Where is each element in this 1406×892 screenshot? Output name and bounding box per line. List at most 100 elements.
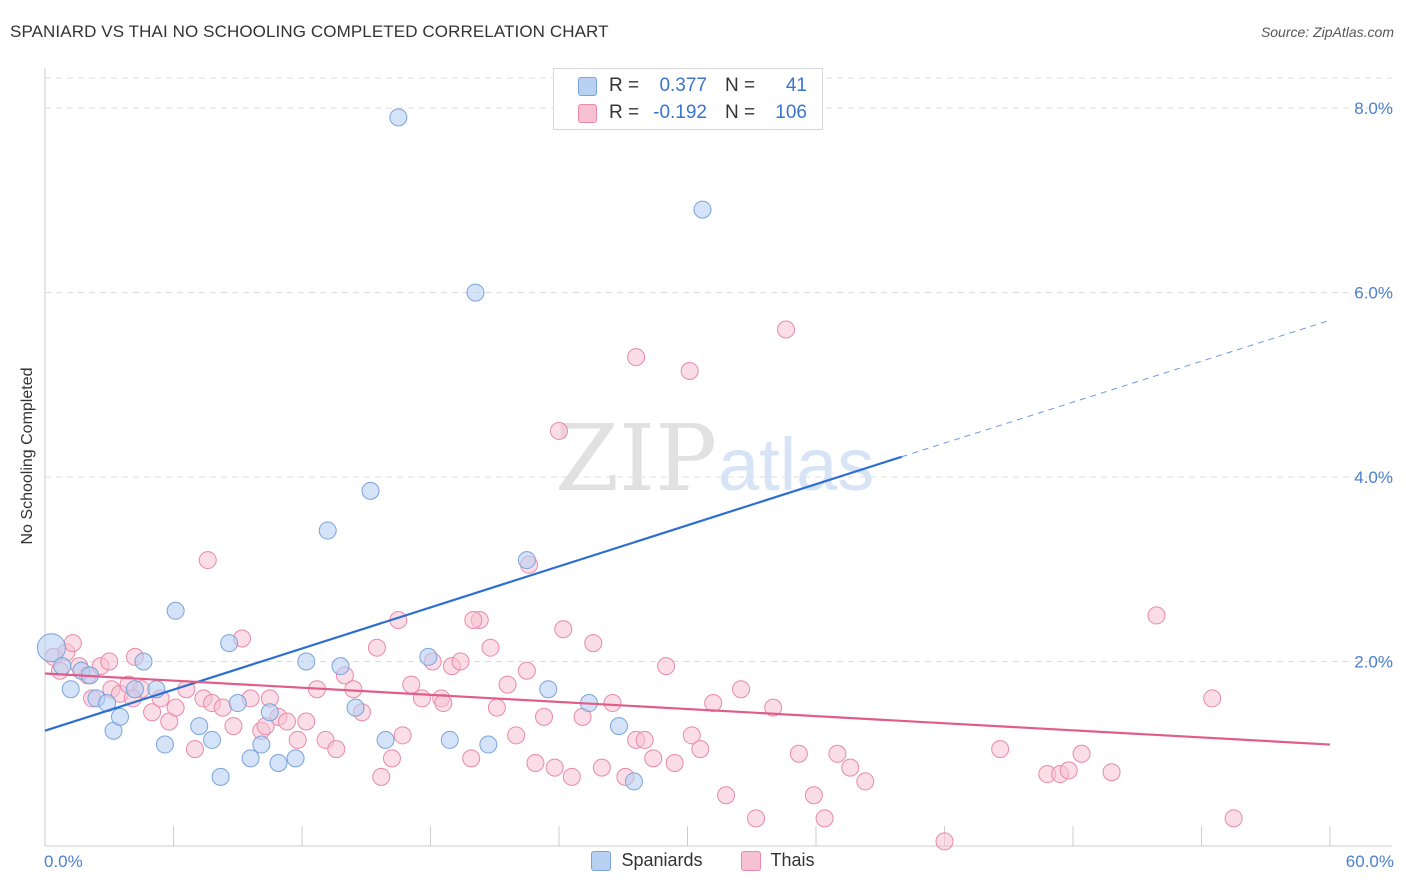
legend: Spaniards Thais <box>0 850 1406 871</box>
y-tick-labels: 2.0% 4.0% 6.0% 8.0% <box>1354 99 1393 671</box>
thais-point <box>498 675 517 694</box>
spaniards-point <box>110 707 129 726</box>
thais-point <box>691 740 710 759</box>
spaniards-point <box>624 772 643 791</box>
x-axis-max-label: 60.0% <box>1345 852 1394 871</box>
thais-point <box>166 698 185 717</box>
thais-point <box>185 740 204 759</box>
thais-point <box>635 730 654 749</box>
thais-point <box>554 620 573 639</box>
source-label: Source: ZipAtlas.com <box>1260 24 1394 40</box>
thais-point <box>815 809 834 828</box>
spaniards-point <box>479 735 498 754</box>
spaniards-point <box>346 698 365 717</box>
spaniards-point <box>609 717 628 736</box>
thais-point <box>550 421 568 440</box>
stats-row-spaniards: R = 0.377 N = 41 <box>578 73 807 99</box>
spaniards-point <box>252 735 271 754</box>
thais-point <box>487 698 506 717</box>
spaniards-point <box>228 694 247 713</box>
r-label: R = <box>609 75 640 96</box>
legend-label-spaniards: Spaniards <box>621 850 703 870</box>
thais-point <box>856 772 875 791</box>
spaniards-r-value: 0.377 <box>659 75 707 96</box>
thais-point <box>682 726 701 745</box>
watermark: ZIP atlas <box>555 405 874 512</box>
spaniards-point <box>260 703 279 722</box>
spaniards-trend-line <box>44 455 903 732</box>
spaniards-point <box>331 657 350 676</box>
spaniards-point <box>125 680 144 699</box>
thais-swatch <box>578 103 597 123</box>
y-tick-label: 6.0% <box>1354 284 1393 303</box>
legend-item-spaniards[interactable]: Spaniards <box>591 850 703 871</box>
thais-point <box>517 661 536 680</box>
spaniards-point <box>203 730 222 749</box>
spaniards-point <box>134 652 153 671</box>
thais-point <box>764 698 783 717</box>
stats-row-thais: R = -0.192 N = 106 <box>578 100 807 126</box>
thais-point <box>704 694 723 713</box>
thais-point <box>213 698 232 717</box>
legend-label-thais: Thais <box>770 850 815 870</box>
y-tick-label: 2.0% <box>1354 653 1393 672</box>
spaniards-point <box>166 601 185 620</box>
thais-legend-swatch <box>740 850 761 871</box>
thais-point <box>451 652 470 671</box>
thais-point <box>464 611 483 630</box>
thais-point <box>935 832 954 851</box>
spaniards-point <box>241 749 260 768</box>
thais-point <box>777 320 796 339</box>
thais-point <box>562 767 581 786</box>
legend-item-thais[interactable]: Thais <box>740 850 815 871</box>
thais-point <box>657 657 676 676</box>
spaniards-point <box>376 730 395 749</box>
spaniards-point <box>539 680 558 699</box>
thais-point <box>224 717 243 736</box>
spaniards-point <box>286 749 305 768</box>
thais-point <box>526 753 545 772</box>
thais-point <box>828 744 847 763</box>
thais-point <box>297 712 316 731</box>
watermark-atlas: atlas <box>718 423 874 506</box>
spaniards-point <box>517 551 536 570</box>
thais-point <box>991 740 1010 759</box>
thais-point <box>627 348 646 367</box>
thais-point <box>680 361 699 380</box>
thais-point <box>412 689 431 708</box>
watermark-zip: ZIP <box>555 405 717 512</box>
thais-point <box>1147 606 1166 625</box>
thais-point <box>393 726 412 745</box>
y-tick-label: 4.0% <box>1354 468 1393 487</box>
thais-point <box>535 707 554 726</box>
thais-point <box>665 753 684 772</box>
thais-point <box>367 638 386 657</box>
chart-title: SPANIARD VS THAI NO SCHOOLING COMPLETED … <box>10 22 609 41</box>
thais-point <box>1072 744 1091 763</box>
thais-point <box>462 749 481 768</box>
thais-point <box>288 730 307 749</box>
x-axis-min-label: 0.0% <box>44 852 83 871</box>
thais-n-value: 106 <box>775 102 807 123</box>
spaniards-swatch <box>578 76 597 96</box>
spaniards-n-value: 41 <box>785 75 807 96</box>
y-tick-label: 8.0% <box>1354 99 1393 118</box>
thais-point <box>382 749 401 768</box>
spaniards-point <box>318 521 337 540</box>
spaniards-trend-extension <box>901 319 1331 458</box>
thais-point <box>507 726 526 745</box>
spaniards-points <box>36 108 712 791</box>
trend-lines <box>44 319 1331 746</box>
thais-point <box>747 809 766 828</box>
axes <box>44 68 1392 847</box>
thais-point <box>100 652 119 671</box>
thais-point <box>481 638 500 657</box>
thais-point <box>434 694 453 713</box>
thais-point <box>592 758 611 777</box>
r-label: R = <box>609 102 640 123</box>
spaniards-point <box>155 735 174 754</box>
spaniards-point <box>693 200 712 219</box>
stats-legend-box: R = 0.377 N = 41 R = -0.192 N = 106 <box>553 68 823 130</box>
thais-point <box>1203 689 1222 708</box>
